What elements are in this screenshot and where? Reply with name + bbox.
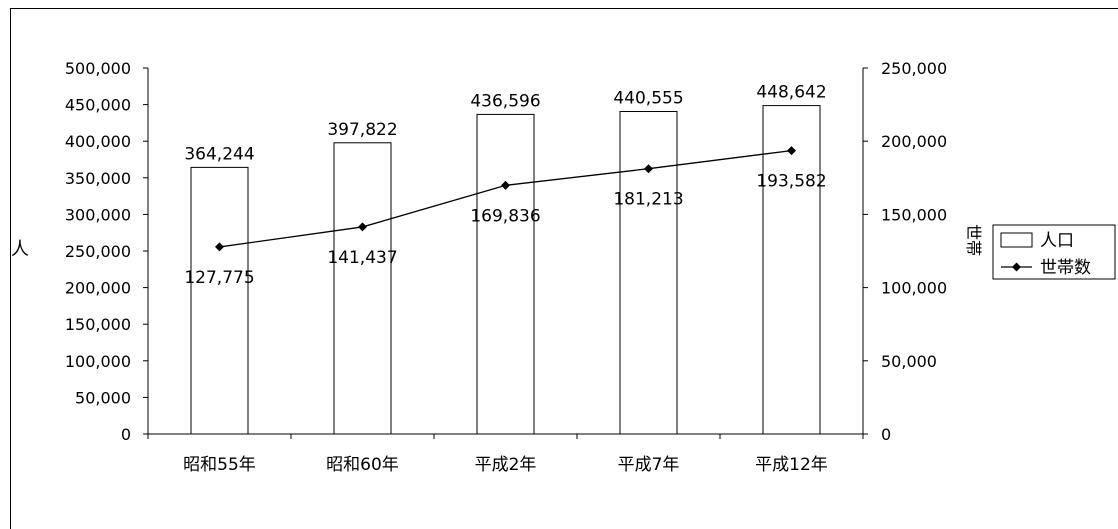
line-point [501, 180, 510, 190]
y-axis-left-label: 人 [11, 239, 29, 260]
bar [190, 166, 249, 435]
bar-data-label: 440,555 [613, 89, 683, 109]
legend-label-households: 世帯数 [1040, 258, 1091, 278]
y-tick-label-left: 100,000 [65, 352, 131, 371]
bar-data-label: 397,822 [327, 120, 397, 140]
y-tick-label-left: 0 [121, 425, 131, 444]
y-tick-label-left: 50,000 [75, 388, 131, 407]
line-data-label: 169,836 [470, 206, 540, 226]
line-point [644, 164, 653, 174]
legend-marker-swatch [1012, 262, 1021, 272]
line-layer: 127,775 141,437 169,836 181,213 193,582 [184, 146, 827, 288]
line-data-label: 193,582 [756, 172, 826, 192]
y-tick-label-left: 150,000 [65, 315, 131, 334]
x-tick-label: 昭和55年 [183, 455, 256, 475]
bar [333, 142, 392, 435]
bar [476, 113, 535, 435]
legend-bar-swatch [1000, 232, 1033, 248]
line-point [358, 222, 367, 232]
legend: 人口 世帯数 [992, 224, 1116, 280]
bar [619, 111, 678, 435]
x-tick-label: 平成12年 [755, 455, 828, 475]
y-tick-label-right: 50,000 [881, 352, 937, 371]
y-tick-label-left: 250,000 [65, 242, 131, 261]
y-tick-label-left: 200,000 [65, 279, 131, 298]
y-tick-label-right: 100,000 [881, 279, 947, 298]
axes-layer: 0 50,000 100,000 150,000 200,000 250,000 300,0… [65, 59, 947, 475]
y-tick-label-left: 400,000 [65, 132, 131, 151]
line-data-label: 127,775 [184, 268, 254, 288]
y-tick-label-left: 350,000 [65, 169, 131, 188]
y-tick-label-right: 0 [881, 425, 891, 444]
bar-data-label: 364,244 [184, 144, 254, 164]
line-data-label: 141,437 [327, 248, 397, 268]
y-tick-label-left: 300,000 [65, 205, 131, 224]
bar [762, 105, 821, 435]
line-data-label: 181,213 [613, 190, 683, 210]
bars-layer: 364,244 397,822 436,596 440,555 448,642 [184, 83, 827, 435]
line-point [215, 242, 224, 252]
chart-frame [10, 8, 1118, 529]
y-tick-label-right: 250,000 [881, 59, 947, 78]
x-tick-label: 昭和60年 [326, 455, 399, 475]
x-tick-label: 平成2年 [475, 455, 537, 475]
y-tick-label-left: 450,000 [65, 96, 131, 115]
bar-data-label: 436,596 [470, 91, 540, 111]
x-tick-label: 平成7年 [618, 455, 680, 475]
bar-data-label: 448,642 [756, 83, 826, 103]
y-tick-label-right: 150,000 [881, 205, 947, 224]
y-tick-label-left: 500,000 [65, 59, 131, 78]
y-tick-label-right: 200,000 [881, 132, 947, 151]
y-axis-right-label: 世帯 [964, 224, 983, 256]
legend-label-population: 人口 [1040, 231, 1074, 251]
line-point [787, 146, 796, 156]
combo-chart: 364,244 397,822 436,596 440,555 448,642 127,… [11, 59, 1116, 475]
